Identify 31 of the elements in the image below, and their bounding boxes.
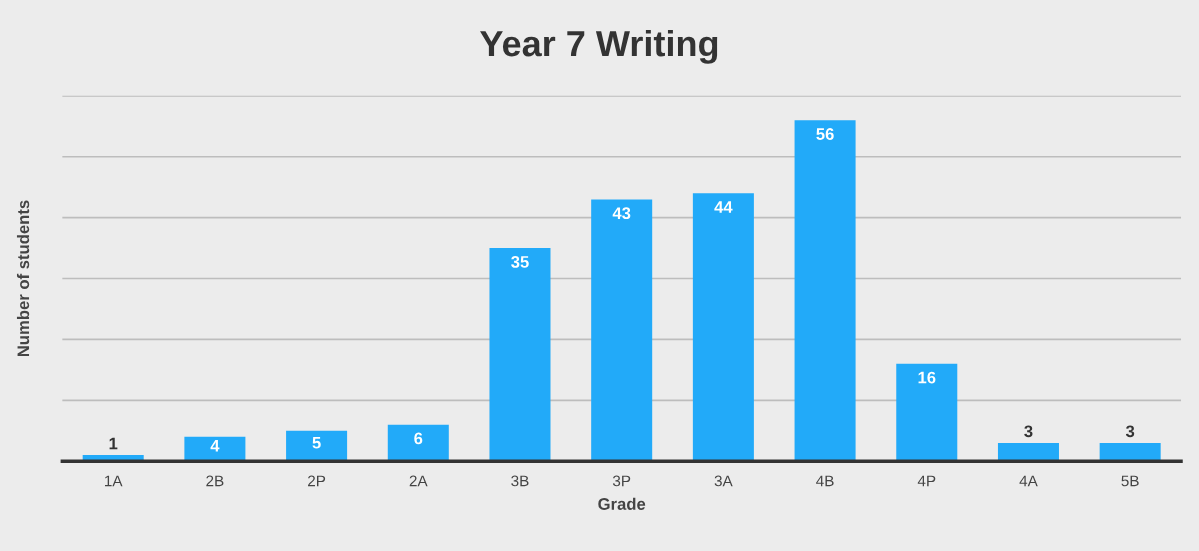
- bar: [692, 193, 754, 462]
- x-tick-label: 4A: [1019, 475, 1038, 487]
- x-tick-label: 2B: [206, 475, 224, 487]
- data-label: 3: [1024, 425, 1033, 438]
- data-label: 16: [918, 371, 936, 384]
- data-label: 43: [612, 207, 631, 220]
- bar: [387, 424, 449, 462]
- data-label: 5: [312, 436, 321, 449]
- data-label: 4: [210, 440, 220, 452]
- chart-title: Year 7 Writing: [480, 29, 718, 64]
- bar: [896, 363, 958, 462]
- data-label: 6: [414, 432, 423, 445]
- data-label: 35: [511, 255, 529, 268]
- data-label: 44: [714, 201, 733, 213]
- x-tick-label: 1A: [105, 475, 123, 487]
- x-tick-label: 4P: [917, 475, 936, 487]
- x-tick-label: 5B: [1121, 475, 1139, 487]
- x-tick-label: 3B: [511, 475, 529, 487]
- x-tick-label: 3P: [612, 475, 631, 487]
- x-tick-label: 3A: [714, 475, 733, 487]
- x-tick-label: 2P: [308, 475, 326, 487]
- data-label: 56: [816, 128, 834, 140]
- x-tick-label: 4B: [816, 475, 834, 487]
- data-label: 1: [109, 437, 118, 450]
- bar: [794, 120, 856, 462]
- x-axis-title: Grade: [598, 497, 646, 510]
- bar: [489, 248, 551, 462]
- bar: [591, 199, 653, 462]
- x-tick-label: 2A: [409, 475, 428, 487]
- y-axis-title: Number of students: [16, 200, 30, 357]
- data-label: 3: [1125, 425, 1135, 438]
